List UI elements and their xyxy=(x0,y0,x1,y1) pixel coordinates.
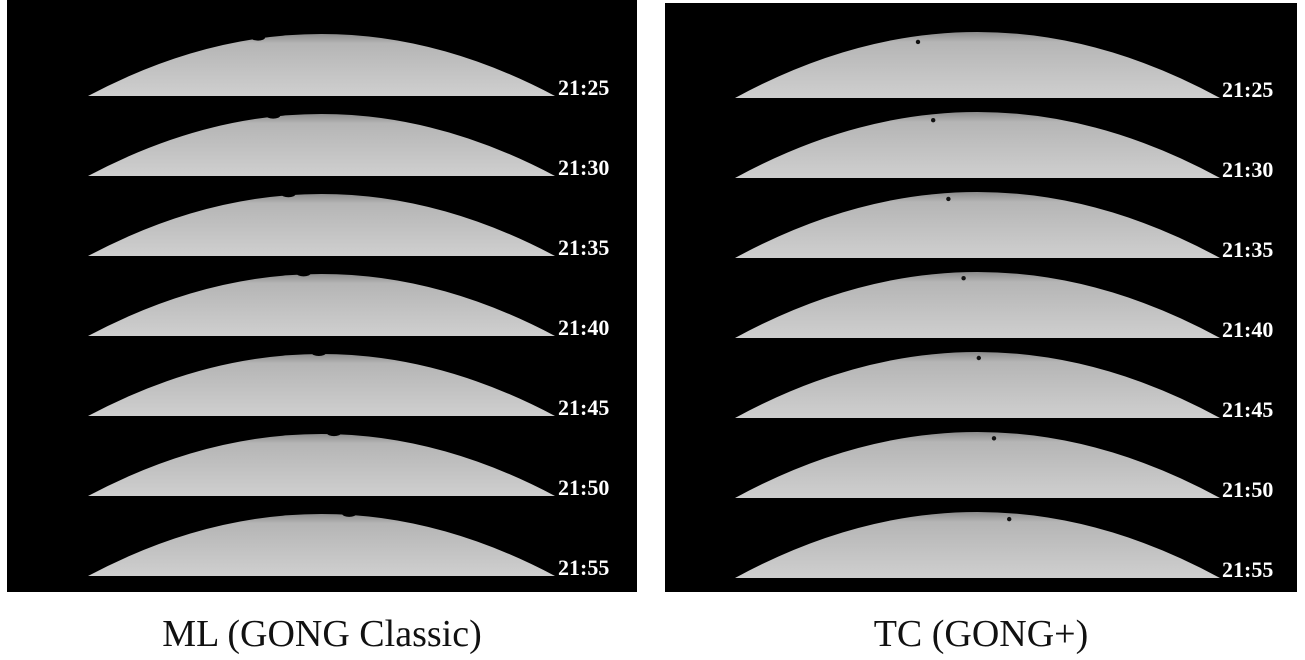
timestamp: 21:45 xyxy=(1222,397,1273,422)
timestamp: 21:55 xyxy=(1222,557,1273,582)
caption: TC (GONG+) xyxy=(874,613,1089,655)
venus-dot xyxy=(961,276,965,280)
timestamp: 21:35 xyxy=(1222,237,1273,262)
venus-notch xyxy=(251,35,265,41)
venus-dot xyxy=(931,118,935,122)
caption: ML (GONG Classic) xyxy=(162,613,481,655)
venus-dot xyxy=(916,40,920,44)
timestamp: 21:30 xyxy=(1222,157,1273,182)
venus-dot xyxy=(977,356,981,360)
venus-dot xyxy=(992,436,996,440)
timestamp: 21:40 xyxy=(1222,317,1273,342)
timestamp: 21:50 xyxy=(1222,477,1273,502)
venus-notch xyxy=(327,430,341,436)
timestamp: 21:45 xyxy=(558,395,609,420)
figure: 21:25 21:30 21:35 21:40 21:45 21:50 21:55 21:25… xyxy=(0,0,1305,660)
timestamp: 21:40 xyxy=(558,315,609,340)
venus-notch xyxy=(266,113,280,119)
timestamp: 21:50 xyxy=(558,475,609,500)
venus-notch xyxy=(342,511,356,517)
venus-notch xyxy=(312,350,326,356)
venus-notch xyxy=(281,191,295,197)
timestamp: 21:30 xyxy=(558,155,609,180)
timestamp: 21:25 xyxy=(1222,77,1273,102)
timestamp: 21:25 xyxy=(558,75,609,100)
venus-dot xyxy=(946,197,950,201)
venus-dot xyxy=(1007,517,1011,521)
venus-notch xyxy=(297,270,311,276)
timestamp: 21:35 xyxy=(558,235,609,260)
timestamp: 21:55 xyxy=(558,555,609,580)
